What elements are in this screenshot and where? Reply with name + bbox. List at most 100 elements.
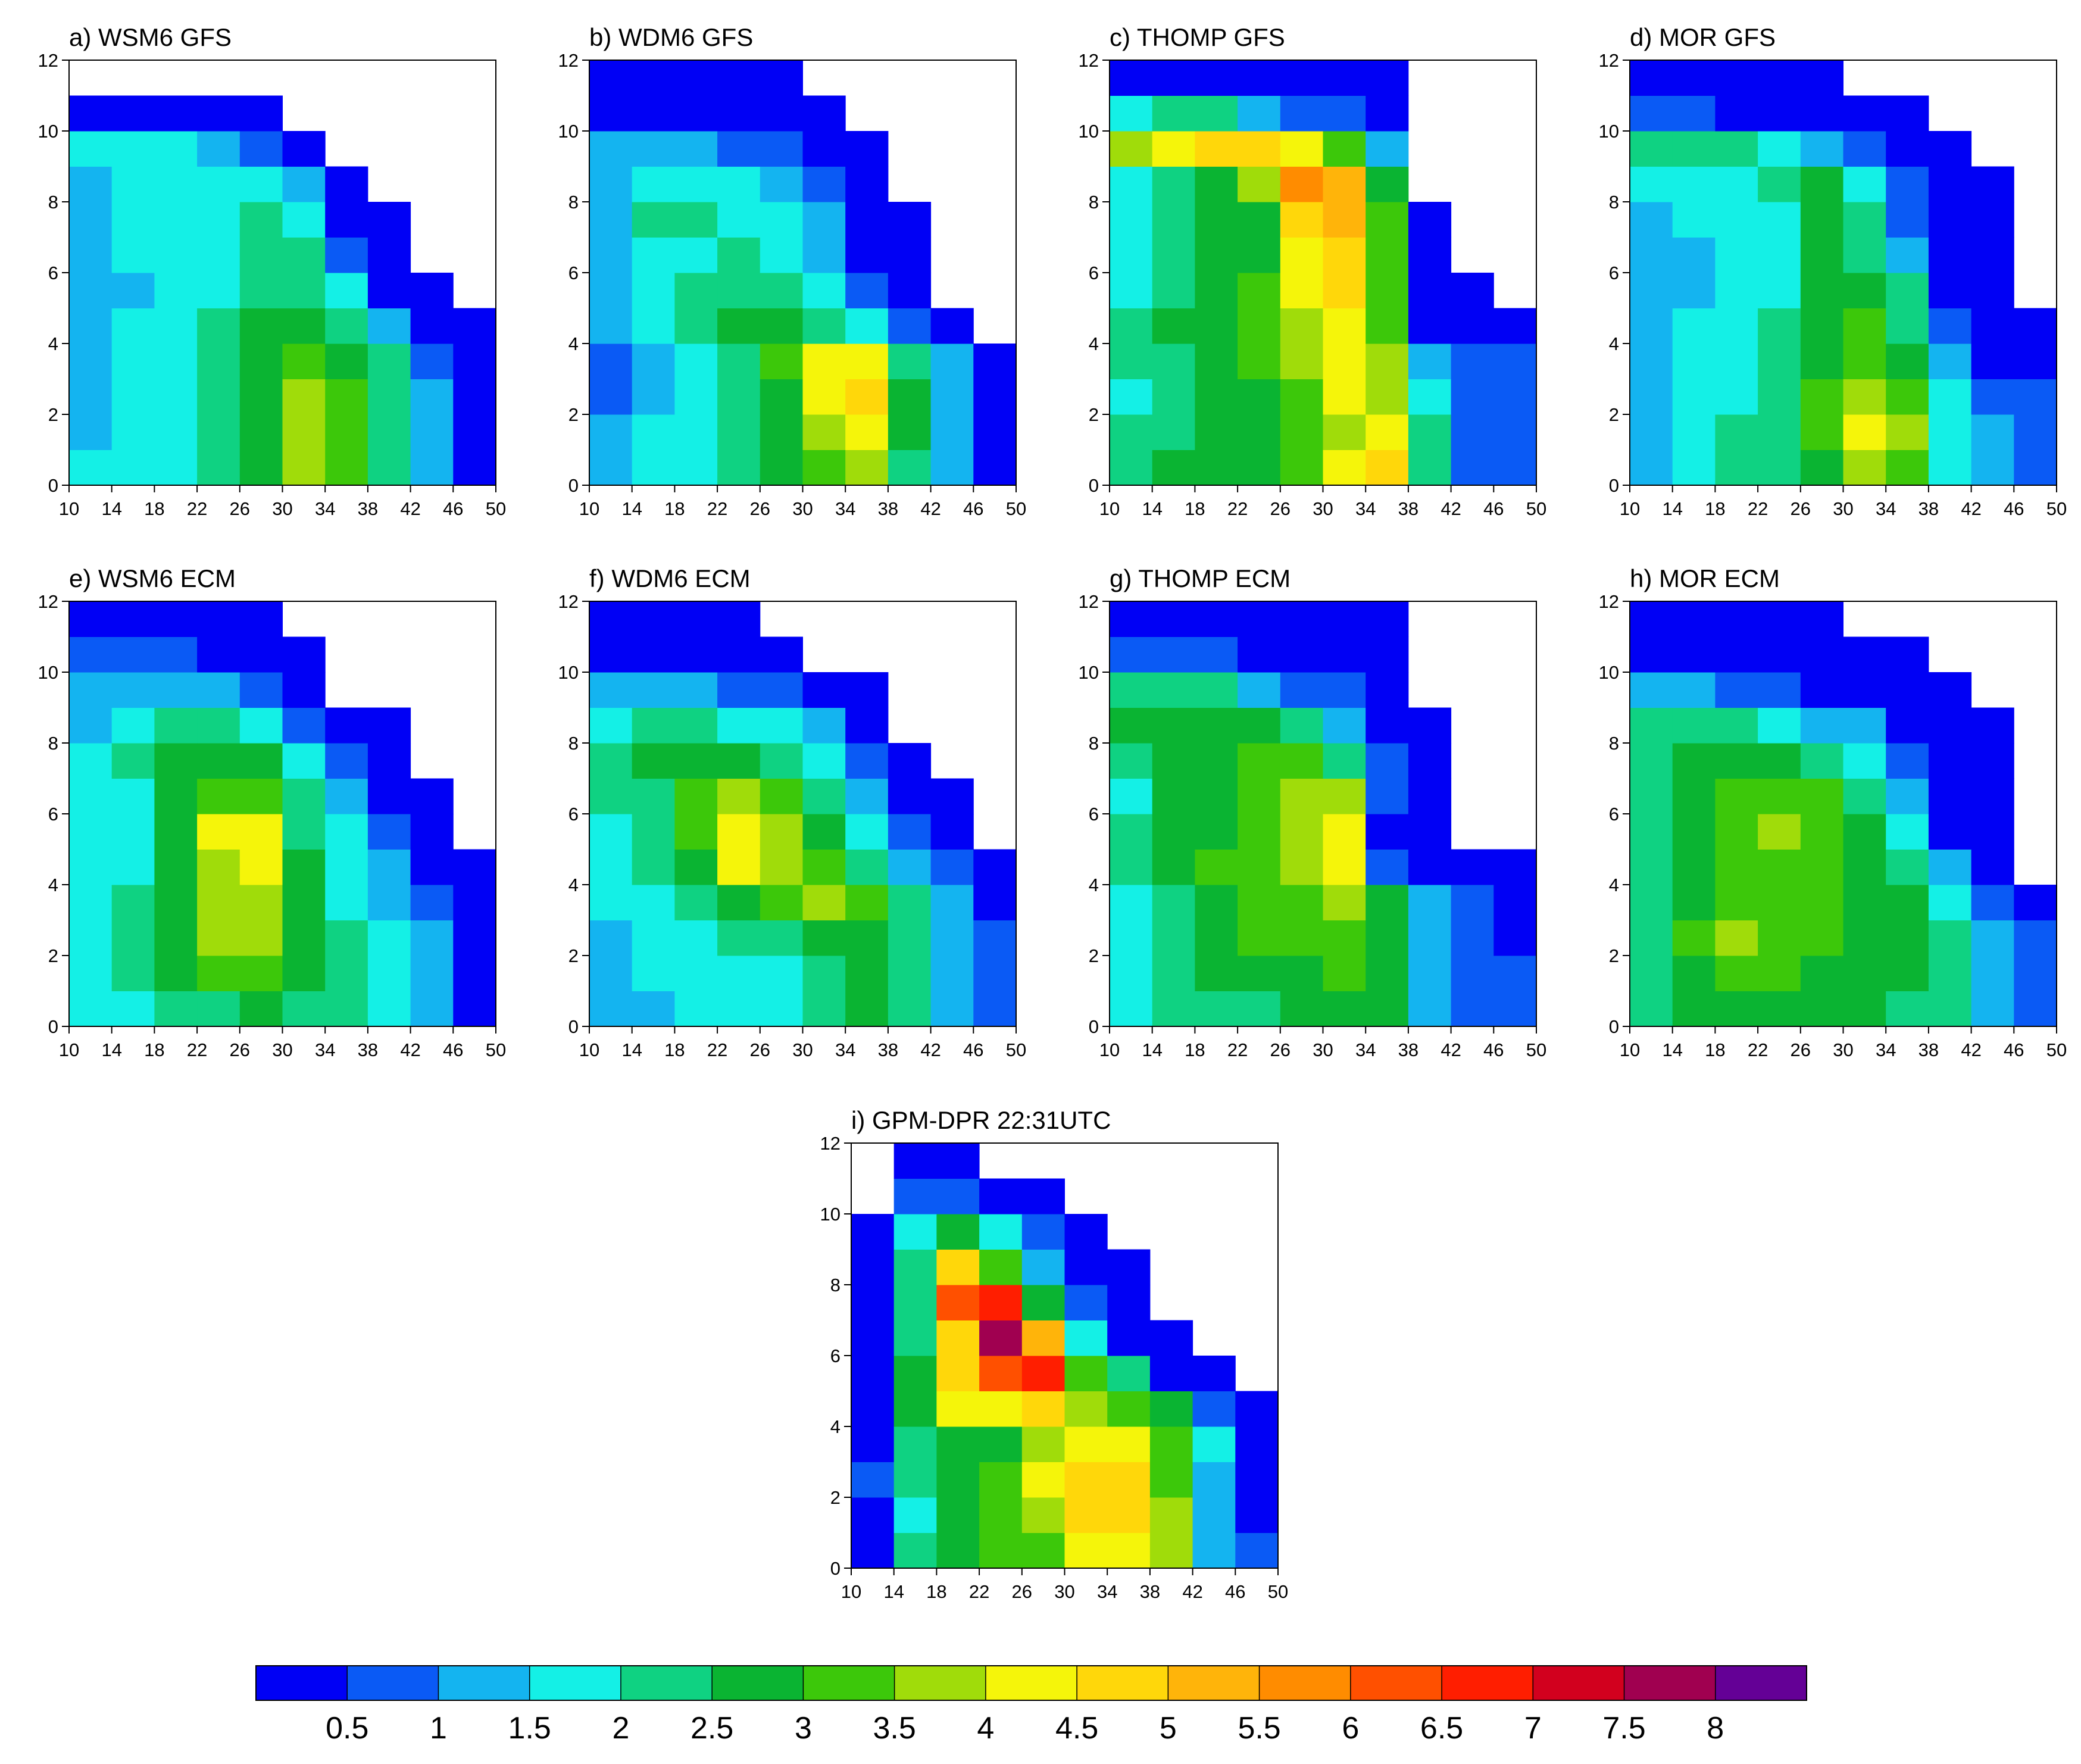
cell <box>1843 379 1886 415</box>
cell <box>1110 920 1153 956</box>
cell <box>282 308 326 344</box>
cell <box>1843 885 1886 920</box>
cell <box>851 1285 895 1320</box>
y-tick-label: 4 <box>830 1416 840 1437</box>
cell <box>2014 449 2057 486</box>
cell <box>1408 308 1452 344</box>
cell <box>1928 778 1972 814</box>
cell <box>1152 60 1195 96</box>
cell <box>1238 273 1281 308</box>
cell <box>282 991 326 1027</box>
cell <box>239 920 283 956</box>
cell <box>717 956 761 991</box>
cell <box>69 414 113 450</box>
cell <box>111 672 155 708</box>
cell <box>1366 449 1409 486</box>
cell <box>760 379 803 415</box>
cell <box>1886 414 1929 450</box>
cell <box>325 707 368 744</box>
cell <box>1192 1356 1236 1391</box>
cell <box>1672 707 1716 744</box>
cell <box>1928 344 1972 379</box>
cell <box>1758 636 1801 673</box>
cell <box>69 814 113 850</box>
colorbar-box <box>803 1666 895 1700</box>
cell <box>197 344 240 379</box>
cell <box>367 379 411 415</box>
cell <box>802 814 846 850</box>
cell <box>1323 636 1366 673</box>
colorbar-box <box>438 1666 530 1700</box>
cell <box>1715 956 1758 991</box>
cell <box>197 920 240 956</box>
cell <box>1451 991 1494 1027</box>
cell <box>802 849 846 885</box>
cell <box>154 885 198 920</box>
colorbar-box <box>1715 1666 1807 1700</box>
cell <box>1886 956 1929 991</box>
x-tick-label: 18 <box>926 1581 946 1602</box>
y-tick-label: 8 <box>1609 192 1619 213</box>
y-tick-label: 0 <box>1089 1016 1099 1037</box>
cell <box>1110 60 1153 96</box>
cell <box>111 379 155 415</box>
cell <box>1408 379 1452 415</box>
y-tick-label: 10 <box>558 121 579 142</box>
cell <box>1886 202 1929 238</box>
cell <box>1064 1356 1108 1391</box>
cell <box>154 814 198 850</box>
cell <box>1672 778 1716 814</box>
x-tick-label: 26 <box>230 1039 250 1060</box>
cell <box>1366 131 1409 167</box>
panel-title: a) WSM6 GFS <box>69 23 232 51</box>
colorbar-box <box>1259 1666 1351 1700</box>
cell <box>197 814 240 850</box>
cell <box>1152 814 1195 850</box>
cell <box>1630 202 1673 238</box>
cell <box>1152 166 1195 202</box>
cell <box>1800 707 1843 744</box>
cell <box>888 991 932 1027</box>
cell <box>1323 449 1366 486</box>
cell <box>1630 778 1673 814</box>
cell <box>674 131 718 167</box>
cell <box>239 778 283 814</box>
cell <box>1195 414 1238 450</box>
cell <box>239 991 283 1027</box>
cell <box>367 956 411 991</box>
y-tick-label: 8 <box>1609 733 1619 754</box>
cell <box>1366 743 1409 779</box>
y-tick-label: 12 <box>1079 591 1099 612</box>
x-tick-label: 38 <box>1918 1039 1939 1060</box>
cell <box>1672 743 1716 779</box>
cell <box>1928 237 1972 273</box>
cell <box>154 920 198 956</box>
y-tick-label: 8 <box>568 733 579 754</box>
x-tick-label: 10 <box>59 498 79 519</box>
y-tick-label: 0 <box>48 475 58 496</box>
cell <box>1800 166 1843 202</box>
cell <box>1149 1426 1193 1462</box>
cell <box>1758 414 1801 450</box>
x-tick-label: 38 <box>1918 498 1939 519</box>
cell <box>239 601 283 637</box>
cell <box>1195 885 1238 920</box>
cell <box>888 956 932 991</box>
cell <box>1843 672 1886 708</box>
cell <box>674 636 718 673</box>
cell <box>1195 131 1238 167</box>
x-tick-label: 22 <box>1227 498 1248 519</box>
cell <box>1451 920 1494 956</box>
cell <box>1800 636 1843 673</box>
cell <box>282 379 326 415</box>
cell <box>717 778 761 814</box>
y-tick-label: 8 <box>1089 192 1099 213</box>
cell <box>1238 707 1281 744</box>
cell <box>1758 991 1801 1027</box>
cell <box>1366 202 1409 238</box>
x-tick-label: 38 <box>358 1039 378 1060</box>
cell <box>410 885 454 920</box>
cell <box>1110 95 1153 132</box>
y-tick-label: 12 <box>38 50 58 71</box>
cell <box>197 636 240 673</box>
